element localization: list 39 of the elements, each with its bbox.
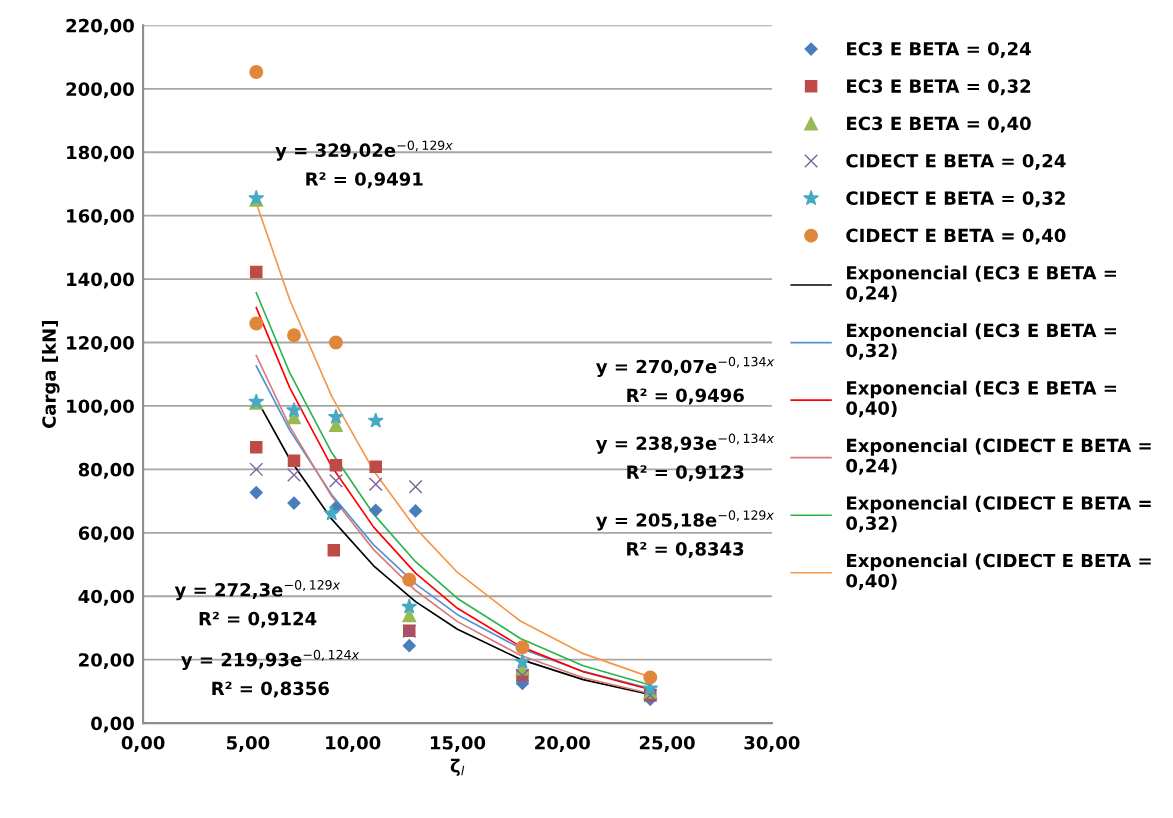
legend-label: CIDECT E BETA = 0,32 bbox=[846, 191, 1065, 208]
legend-label: Exponencial (CIDECT E BETA = 0,24) bbox=[846, 438, 1151, 475]
text: y = 205,18e$^{−0,129x}$ R² = 0,8343 bbox=[596, 510, 774, 558]
legend-label: CIDECT E BETA = 0,24 bbox=[846, 153, 1066, 170]
y-tick-label: 220,00 bbox=[66, 18, 134, 35]
legend-label: Exponencial (CIDECT E BETA = 0,32) bbox=[846, 495, 1151, 533]
x-tick-label: 5,00 bbox=[227, 735, 270, 752]
y-tick-label: 0,00 bbox=[91, 716, 134, 733]
y-tick-label: 140,00 bbox=[67, 272, 134, 289]
y-tick-label: 80,00 bbox=[78, 462, 134, 479]
legend-label: CIDECT E BETA = 0,40 bbox=[846, 228, 1066, 245]
legend-label: EC3 E BETA = 0,40 bbox=[847, 116, 1031, 133]
y-tick-label: 20,00 bbox=[79, 653, 134, 670]
y-tick-label: 40,00 bbox=[78, 589, 134, 606]
legend-label: Exponencial (EC3 E BETA = 0,40) bbox=[846, 380, 1116, 418]
text: y = 219,93e$^{−0,124x}$ R² = 0,8356 bbox=[181, 649, 360, 698]
legend-label: EC3 E BETA = 0,24 bbox=[847, 41, 1031, 58]
x-tick-label: 15,00 bbox=[430, 735, 486, 752]
x-tick-label: 10,00 bbox=[326, 735, 381, 752]
y-tick-label: 160,00 bbox=[67, 209, 134, 226]
legend-label: EC3 E BETA = 0,32 bbox=[847, 79, 1031, 96]
x-tick-label: 0,00 bbox=[121, 735, 165, 752]
y-tick-label: 60,00 bbox=[78, 526, 134, 543]
y-tick-label: 100,00 bbox=[67, 399, 134, 416]
y-tick-label: 200,00 bbox=[66, 82, 134, 99]
legend-label: Exponencial (EC3 E BETA = 0,24) bbox=[846, 265, 1116, 303]
y-axis-title: Carga [kN] bbox=[41, 321, 60, 429]
legend-label: Exponencial (CIDECT E BETA = 0,40) bbox=[846, 553, 1151, 590]
text: y = 329,02e$^{−0,129x}$ R² = 0,9491 bbox=[275, 140, 453, 189]
x-axis-title: ζ$_{l}$ bbox=[450, 758, 465, 777]
x-tick-label: 25,00 bbox=[639, 735, 695, 752]
legend-label: Exponencial (EC3 E BETA = 0,32) bbox=[846, 323, 1116, 360]
y-tick-label: 180,00 bbox=[67, 145, 134, 162]
x-tick-label: 20,00 bbox=[535, 735, 590, 752]
text: y = 270,07e$^{−0,134x}$ R² = 0,9496 bbox=[596, 356, 775, 405]
x-tick-label: 30,00 bbox=[744, 735, 800, 752]
y-tick-label: 120,00 bbox=[67, 335, 134, 352]
text: y = 272,3e$^{−0,129x}$ R² = 0,9124 bbox=[174, 580, 341, 628]
text: y = 238,93e$^{−0,134x}$ R² = 0,9123 bbox=[596, 433, 775, 482]
